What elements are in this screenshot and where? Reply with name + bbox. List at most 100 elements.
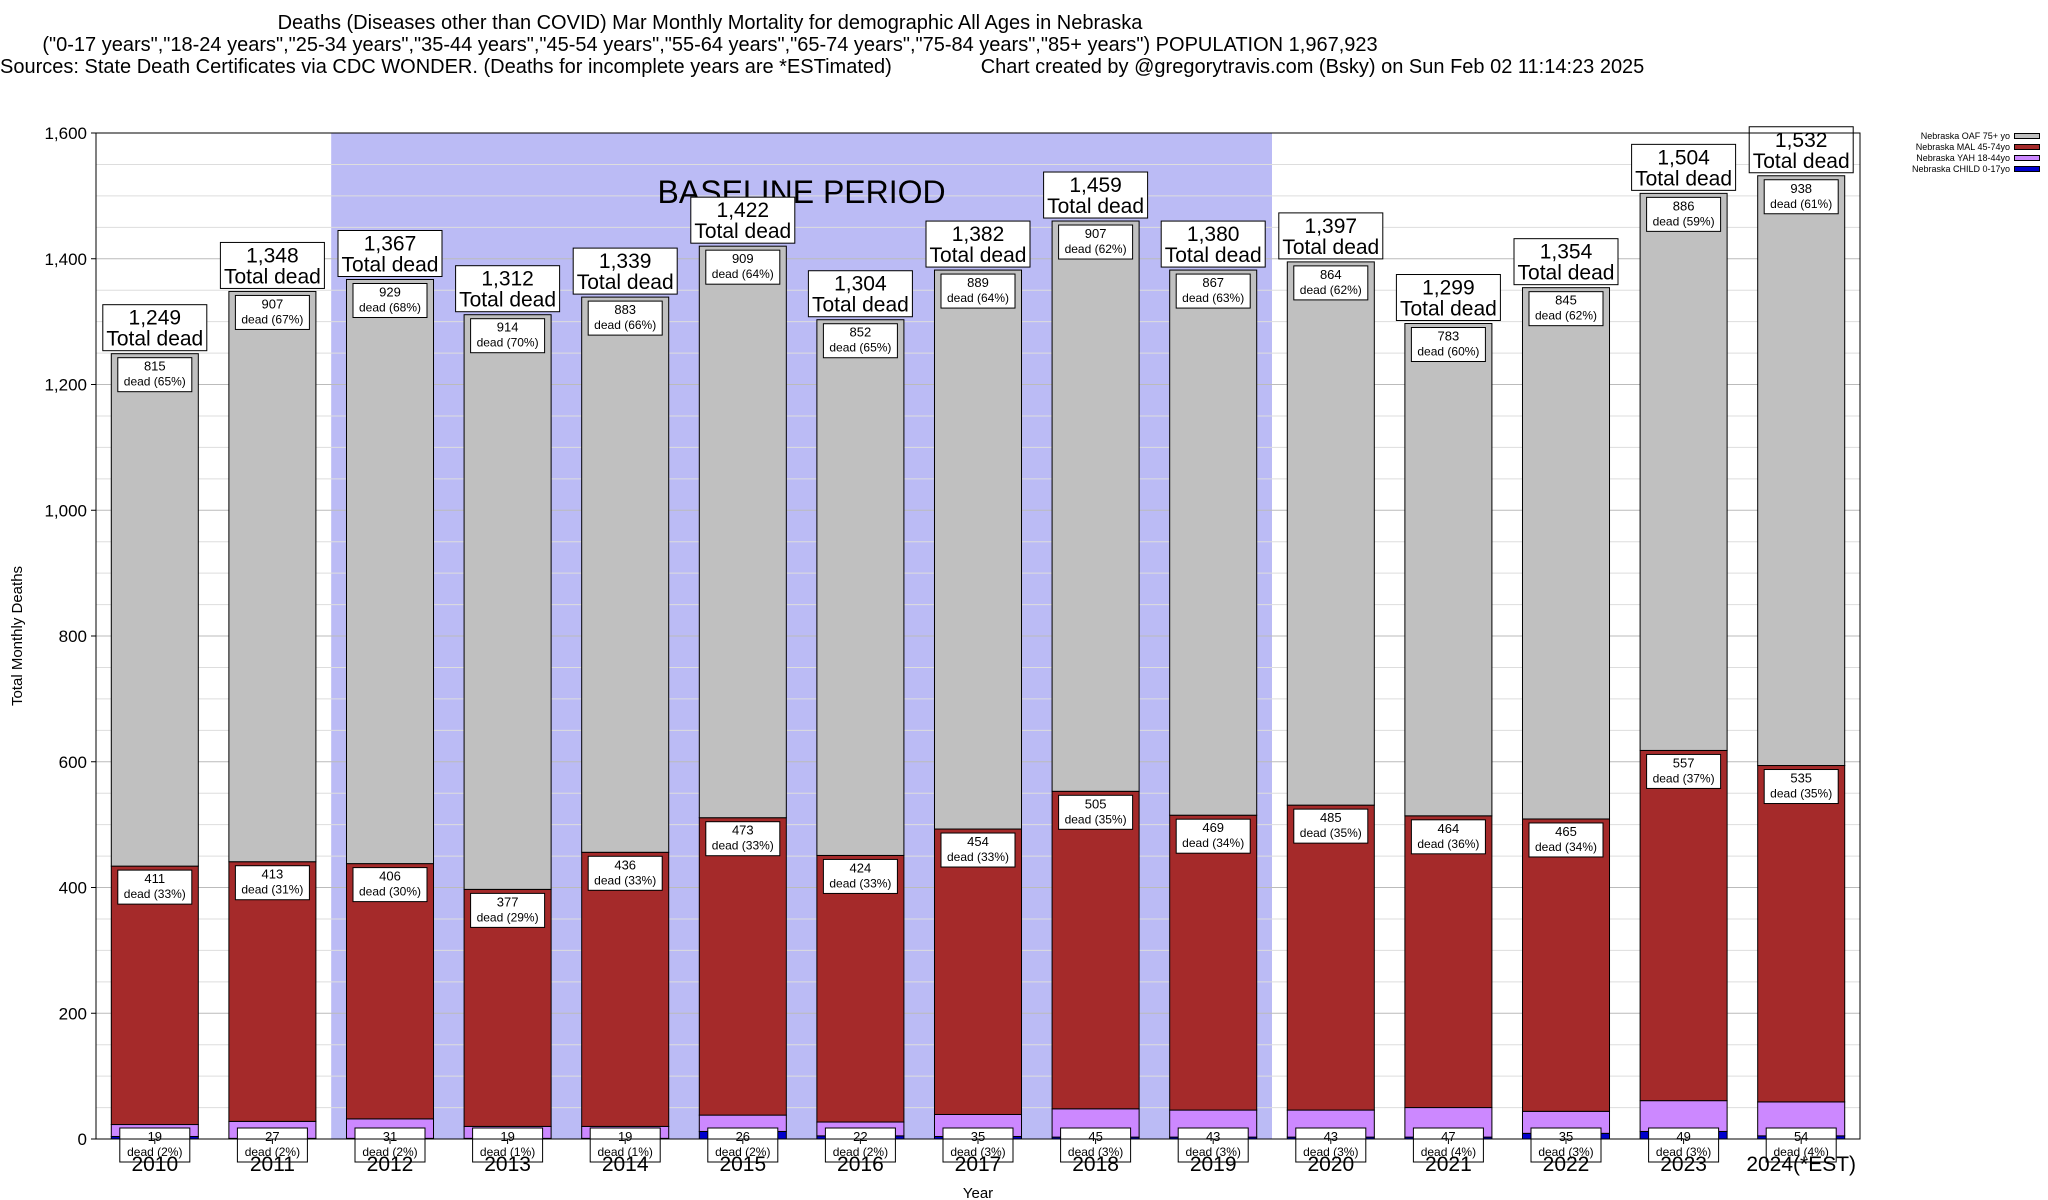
legend-label-child: Nebraska CHILD 0-17yo [1911, 163, 2010, 174]
total-label-value: 1,354 [1540, 241, 1593, 264]
data-label-percent: dead (37%) [1653, 771, 1715, 785]
bar-segment [1639, 192, 1728, 751]
total-label-box [337, 229, 443, 277]
data-label-box [1648, 1127, 1720, 1163]
data-label-value: 26 [736, 1129, 750, 1144]
bar-segment [933, 269, 1023, 830]
total-label-box [925, 220, 1031, 268]
total-label-value: 1,422 [717, 199, 770, 222]
data-label-value: 27 [265, 1129, 279, 1144]
data-label-percent: dead (63%) [1182, 291, 1244, 305]
data-label-box [1528, 822, 1604, 858]
data-label-percent: dead (3%) [1656, 1145, 1711, 1159]
data-label-percent: dead (31%) [241, 883, 303, 897]
data-label-percent: dead (3%) [1303, 1145, 1358, 1159]
data-label-percent: dead (4%) [1421, 1145, 1476, 1159]
total-label-text: Total dead [1635, 167, 1732, 190]
bar-segment [1757, 175, 1846, 767]
total-label-text: Total dead [694, 220, 791, 243]
data-label-box [1646, 753, 1722, 789]
legend-swatch-oaf [2014, 132, 2040, 139]
y-axis-title: Total Monthly Deaths [9, 566, 26, 706]
total-label-box [572, 247, 678, 295]
data-label-percent: dead (62%) [1300, 283, 1362, 297]
bar-segment [1404, 323, 1493, 817]
y-tick-label: 600 [59, 753, 87, 772]
data-label-box [1763, 769, 1839, 805]
data-label-box [234, 294, 310, 330]
total-label-text: Total dead [577, 271, 674, 294]
data-label-value: 465 [1555, 824, 1577, 839]
x-tick-label: 2016 [837, 1153, 884, 1176]
chart-sources: Sources: State Death Certificates via CD… [0, 56, 892, 78]
data-label-value: 49 [1676, 1129, 1690, 1144]
data-label-percent: dead (68%) [359, 300, 421, 314]
data-label-value: 45 [1088, 1129, 1102, 1144]
data-label-box [117, 869, 193, 905]
data-label-box [470, 318, 546, 354]
y-tick-label: 800 [59, 627, 87, 646]
bar-segment [1757, 765, 1846, 1103]
data-label-box [705, 249, 781, 285]
data-label-box [1293, 808, 1369, 844]
data-label-percent: dead (33%) [829, 876, 891, 890]
data-label-percent: dead (34%) [1535, 840, 1597, 854]
data-label-percent: dead (62%) [1065, 242, 1127, 256]
legend-swatch-mal [2014, 143, 2040, 150]
data-label-percent: dead (65%) [829, 341, 891, 355]
bar-segment [1404, 815, 1493, 1109]
bar-segment [110, 865, 199, 1126]
total-label-box [1631, 143, 1737, 191]
x-tick-label: 2020 [1307, 1153, 1354, 1176]
data-label-box [1646, 196, 1722, 232]
data-label-value: 377 [497, 894, 519, 909]
total-label-text: Total dead [1165, 244, 1262, 267]
data-label-box [470, 892, 546, 928]
data-label-box [1295, 1127, 1367, 1163]
data-label-value: 783 [1438, 329, 1460, 344]
data-label-value: 852 [850, 325, 872, 340]
x-tick-label: 2021 [1425, 1153, 1472, 1176]
data-label-percent: dead (2%) [245, 1145, 300, 1159]
bar-segment [463, 314, 552, 890]
y-tick-label: 1,000 [44, 501, 87, 520]
data-label-value: 19 [618, 1129, 632, 1144]
total-label-text: Total dead [224, 265, 321, 288]
data-label-value: 31 [383, 1129, 397, 1144]
total-label-value: 1,339 [599, 250, 652, 273]
legend-entry-yah: Nebraska YAH 18-44yo [1880, 152, 2040, 163]
data-label-value: 469 [1202, 820, 1224, 835]
total-label-text: Total dead [1047, 195, 1144, 218]
data-label-percent: dead (35%) [1770, 787, 1832, 801]
x-tick-label: 2013 [484, 1153, 531, 1176]
data-label-value: 535 [1790, 771, 1812, 786]
bar-segment [463, 888, 552, 1127]
total-label-value: 1,367 [364, 232, 417, 255]
data-label-percent: dead (33%) [594, 873, 656, 887]
data-label-box [472, 1127, 544, 1163]
legend-swatch-child [2014, 165, 2040, 172]
x-tick-label: 2023 [1660, 1153, 1707, 1176]
data-label-value: 35 [1559, 1129, 1573, 1144]
total-label-value: 1,348 [246, 244, 299, 267]
data-label-percent: dead (3%) [1068, 1145, 1123, 1159]
data-label-box [589, 1127, 661, 1163]
data-label-box [940, 832, 1016, 868]
y-tick-label: 1,600 [44, 124, 87, 143]
total-label-text: Total dead [459, 289, 556, 312]
data-label-percent: dead (67%) [241, 312, 303, 326]
total-label-value: 1,312 [481, 268, 534, 291]
data-label-percent: dead (1%) [598, 1145, 653, 1159]
data-label-box [354, 1127, 426, 1163]
data-label-box [1528, 291, 1604, 327]
total-label-value: 1,459 [1069, 174, 1122, 197]
total-label-box [455, 265, 561, 313]
data-label-box [1175, 273, 1251, 309]
x-tick-label: 2011 [250, 1153, 295, 1176]
total-label-box [1513, 238, 1619, 286]
data-label-box [822, 858, 898, 894]
data-label-percent: dead (59%) [1653, 214, 1715, 228]
data-label-value: 845 [1555, 293, 1577, 308]
bar-segment [698, 817, 787, 1116]
